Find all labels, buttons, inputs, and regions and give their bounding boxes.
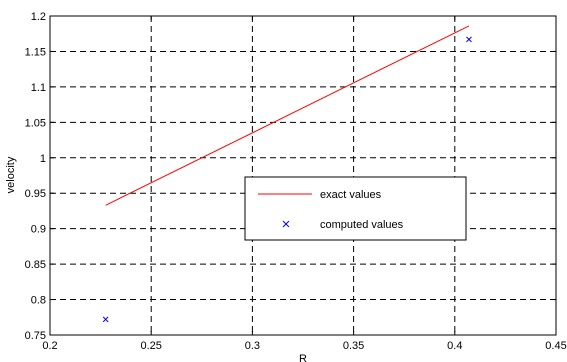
y-tick-label: 1 xyxy=(40,153,46,165)
axis-ticks: 0.2 0.25 0.3 0.35 0.4 0.45 0.75 0.8 0.85 0.9 0.95 1… xyxy=(25,11,567,352)
x-axis-label: R xyxy=(299,353,307,362)
x-tick-label: 0.25 xyxy=(140,340,161,352)
y-tick-label: 0.95 xyxy=(25,188,46,200)
y-tick-label: 1.1 xyxy=(31,82,46,94)
legend-box xyxy=(244,176,467,241)
legend: exact values computed values xyxy=(244,176,467,241)
legend-label-computed: computed values xyxy=(320,219,404,231)
y-tick-label: 1.05 xyxy=(25,117,46,129)
y-tick-label: 1.2 xyxy=(31,11,46,23)
legend-marker-swatch xyxy=(282,220,290,228)
x-tick-label: 0.45 xyxy=(545,340,566,352)
computed-value-marker xyxy=(466,36,472,43)
x-tick-label: 0.35 xyxy=(343,340,364,352)
x-tick-label: 0.3 xyxy=(245,340,260,352)
computed-value-marker xyxy=(102,316,109,323)
y-tick-label: 0.75 xyxy=(25,330,46,342)
x-tick-label: 0.4 xyxy=(447,340,462,352)
y-axis-label: velocity xyxy=(5,156,17,193)
data-series xyxy=(102,25,472,323)
y-tick-label: 1.15 xyxy=(25,46,46,58)
y-tick-label: 0.8 xyxy=(31,295,46,307)
y-tick-label: 0.9 xyxy=(31,224,46,236)
x-tick-label: 0.2 xyxy=(42,340,57,352)
plot-area xyxy=(50,16,556,335)
y-tick-label: 0.85 xyxy=(25,259,46,271)
plot-frame xyxy=(49,15,557,336)
exact-values-line xyxy=(105,25,470,206)
legend-label-exact: exact values xyxy=(320,189,382,201)
